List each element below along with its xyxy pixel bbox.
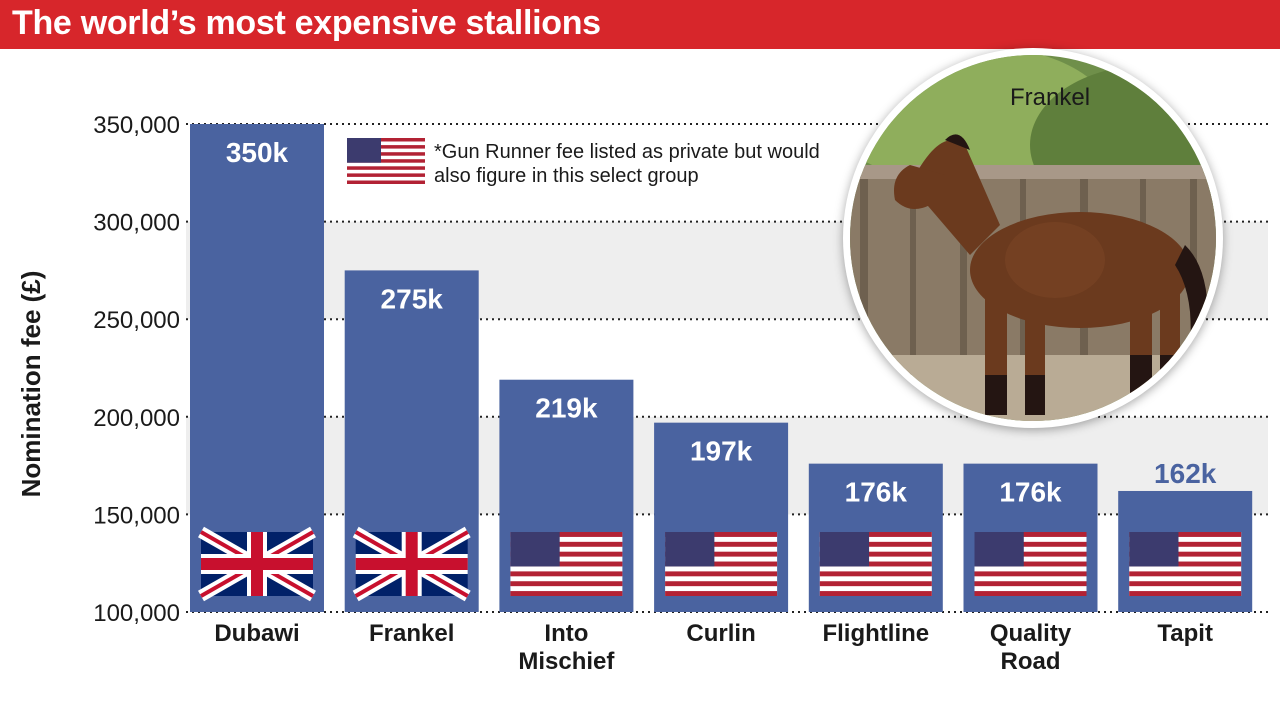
data-label: 350k bbox=[226, 137, 289, 168]
flag-stripe bbox=[665, 581, 778, 587]
x-tick-label: Into bbox=[544, 620, 588, 647]
flag-stripe bbox=[1129, 561, 1242, 567]
flag-stripe bbox=[974, 571, 1087, 577]
flag-stripe bbox=[665, 561, 778, 567]
flag-cross-red bbox=[405, 532, 418, 596]
flag-cross-red bbox=[251, 532, 263, 596]
flag-stripe bbox=[974, 541, 1087, 547]
title-bar: The world’s most expensive stallions bbox=[0, 0, 1280, 49]
bar bbox=[190, 124, 324, 612]
flag-stripe bbox=[1129, 551, 1242, 557]
data-label: 162k bbox=[1154, 458, 1217, 489]
flag-stripe bbox=[819, 571, 932, 577]
flag-stripe bbox=[510, 581, 623, 587]
flag-stripe bbox=[974, 581, 1087, 587]
data-label: 197k bbox=[690, 436, 753, 467]
flag-stripe bbox=[819, 532, 932, 537]
flag-stripe bbox=[974, 561, 1087, 567]
flag-stripe bbox=[510, 571, 623, 577]
flag-stripe bbox=[974, 551, 1087, 557]
flag-stripe bbox=[1129, 591, 1242, 596]
x-tick-label: Frankel bbox=[369, 620, 454, 647]
flag-stripe bbox=[665, 541, 778, 547]
flag-stripe bbox=[974, 532, 1087, 537]
x-tick-label: Mischief bbox=[518, 648, 615, 675]
flag-stripe bbox=[1129, 541, 1242, 547]
flag-stripe bbox=[819, 581, 932, 587]
x-tick-label: Road bbox=[1001, 648, 1061, 675]
x-tick-label: Curlin bbox=[686, 620, 755, 647]
flag-stripe bbox=[510, 551, 623, 557]
data-label: 219k bbox=[535, 393, 598, 424]
y-tick-label: 200,000 bbox=[93, 405, 180, 432]
flag-stripe bbox=[819, 541, 932, 547]
y-tick-label: 350,000 bbox=[93, 112, 180, 139]
data-label: 176k bbox=[999, 477, 1062, 508]
flag-stripe bbox=[1129, 581, 1242, 587]
flag-stripe bbox=[665, 532, 778, 537]
flag-stripe bbox=[819, 591, 932, 596]
y-tick-label: 100,000 bbox=[93, 600, 180, 627]
flag-stripe bbox=[510, 561, 623, 567]
x-tick-label: Dubawi bbox=[214, 620, 299, 647]
flag-stripe bbox=[665, 571, 778, 577]
flag-stripe bbox=[1129, 532, 1242, 537]
flag-stripe bbox=[665, 551, 778, 557]
y-tick-label: 250,000 bbox=[93, 307, 180, 334]
flag-stripe bbox=[819, 561, 932, 567]
flag-stripe bbox=[1129, 571, 1242, 577]
flag-stripe bbox=[510, 541, 623, 547]
x-tick-label: Quality bbox=[990, 620, 1072, 647]
y-tick-label: 150,000 bbox=[93, 502, 180, 529]
photo-label: Frankel bbox=[1010, 84, 1091, 111]
flag-canton bbox=[665, 532, 715, 567]
chart-title: The world’s most expensive stallions bbox=[12, 4, 601, 42]
data-label: 275k bbox=[381, 283, 444, 314]
flag-stripe bbox=[510, 532, 623, 537]
flag-canton bbox=[819, 532, 870, 567]
flag-stripe bbox=[974, 591, 1087, 596]
y-tick-label: 300,000 bbox=[93, 210, 180, 237]
x-tick-label: Flightline bbox=[822, 620, 929, 647]
flag-stripe bbox=[510, 591, 623, 596]
flag-stripe bbox=[819, 551, 932, 557]
y-axis-title: Nomination fee (£) bbox=[16, 271, 46, 498]
x-tick-label: Tapit bbox=[1157, 620, 1213, 647]
us-flag-icon bbox=[347, 138, 425, 184]
data-label: 176k bbox=[845, 477, 908, 508]
flag-canton bbox=[510, 532, 560, 567]
footnote: *Gun Runner fee listed as private but wo… bbox=[434, 141, 820, 187]
flag-stripe bbox=[665, 591, 778, 596]
flag-canton bbox=[1129, 532, 1179, 567]
flag-canton bbox=[974, 532, 1024, 567]
